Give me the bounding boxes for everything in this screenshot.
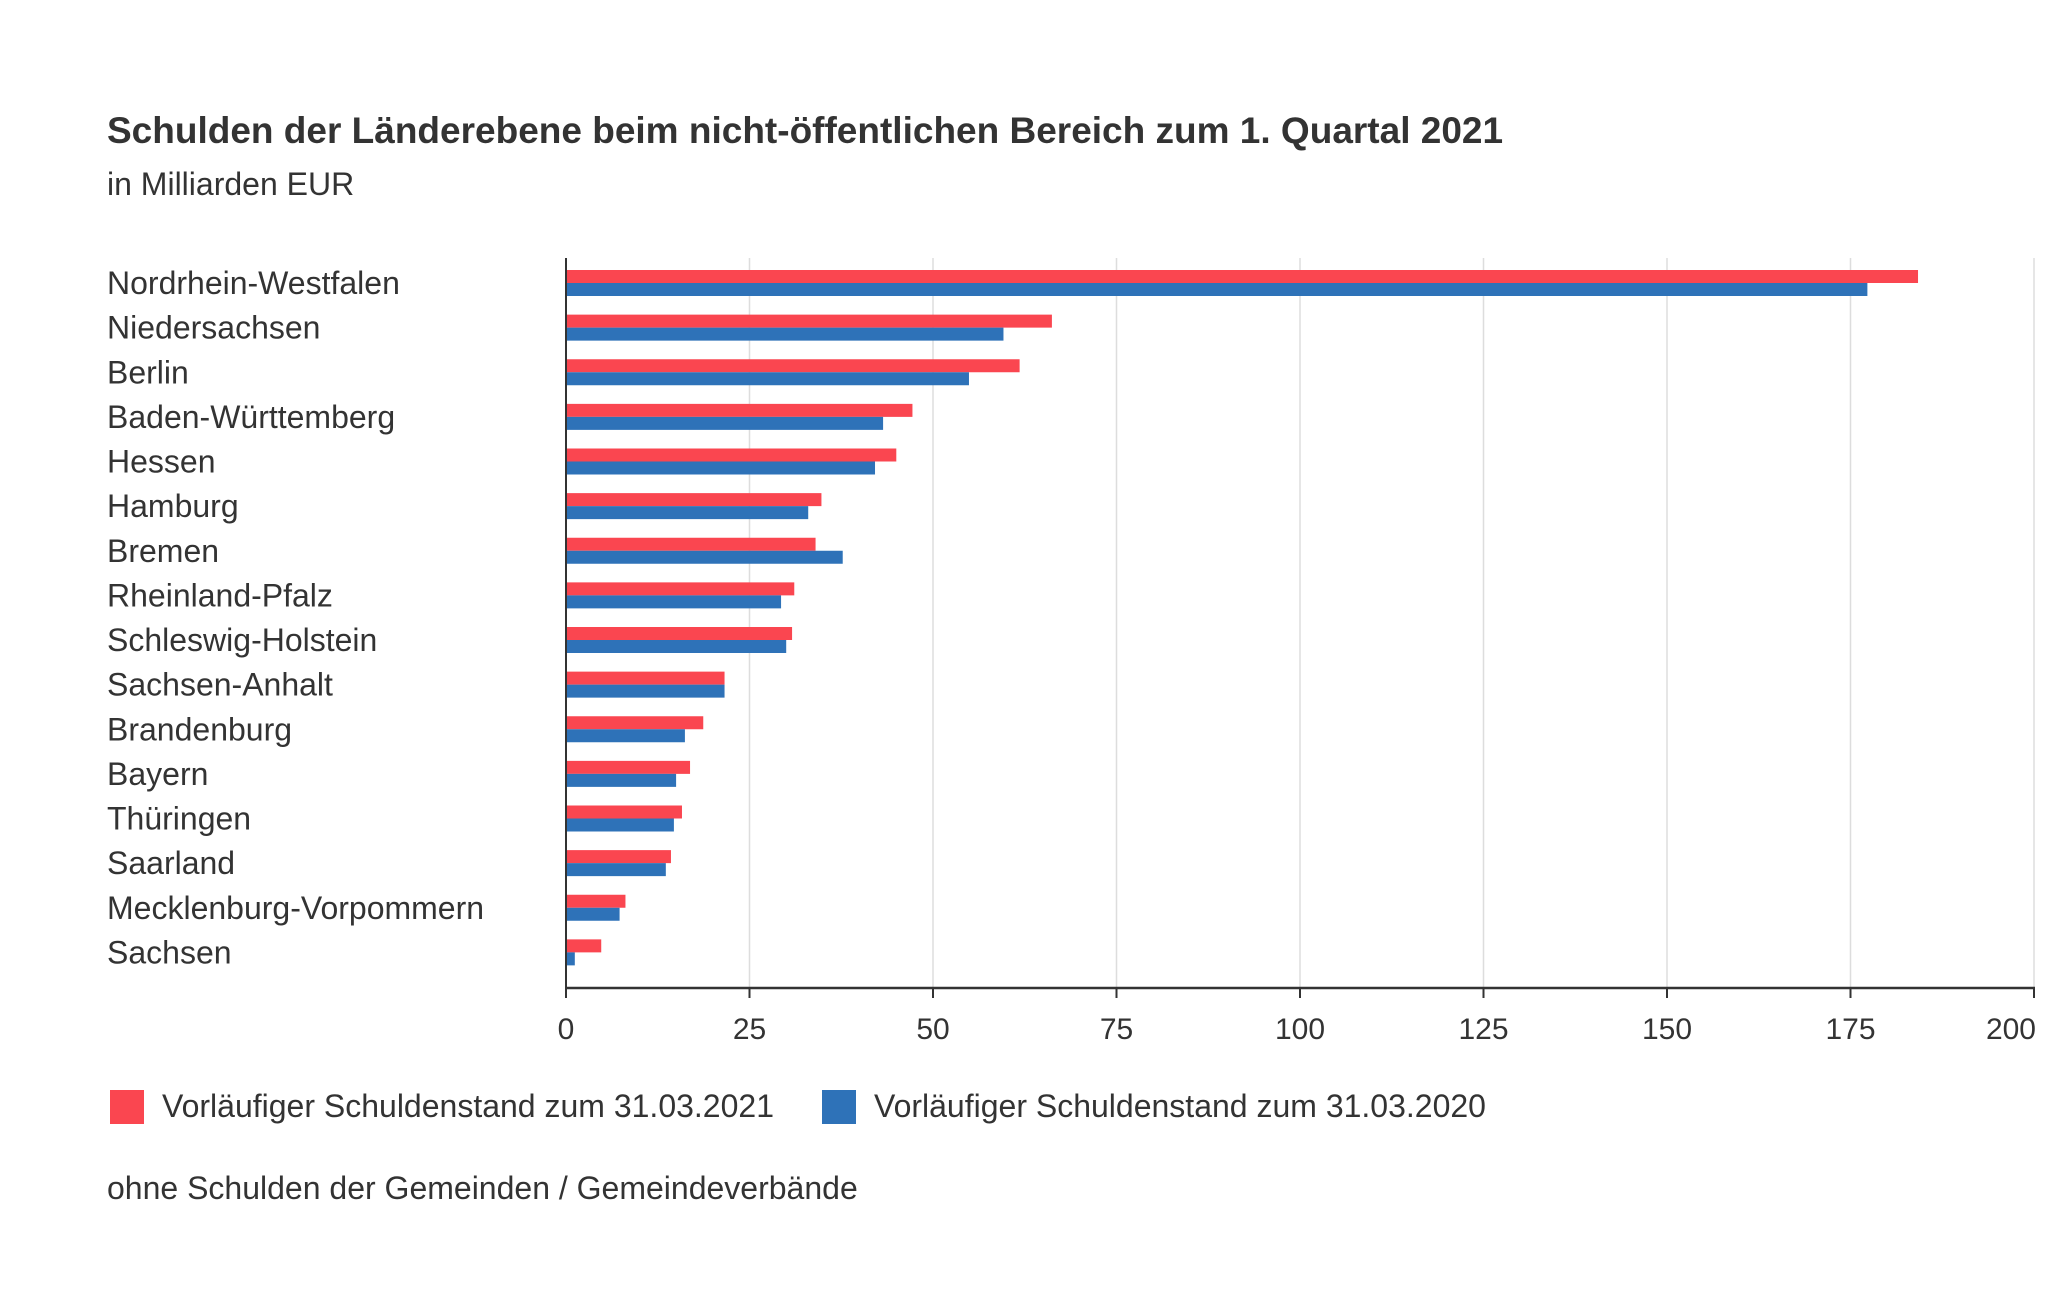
x-tick-label: 125 <box>1458 1013 1508 1046</box>
bar-2020 <box>566 461 876 475</box>
bar-2020 <box>566 773 677 787</box>
bar-2020 <box>566 372 969 386</box>
x-tick-label: 50 <box>916 1013 949 1046</box>
x-tick-label: 75 <box>1100 1013 1133 1046</box>
x-tick-label: 0 <box>558 1013 575 1046</box>
category-label: Berlin <box>107 354 189 390</box>
legend: Vorläufiger Schuldenstand zum 31.03.2021… <box>110 1088 1534 1125</box>
bar-2020 <box>566 327 1004 341</box>
x-tick-label: 100 <box>1275 1013 1325 1046</box>
category-label: Nordrhein-Westfalen <box>107 265 400 301</box>
bar-2021 <box>566 448 897 462</box>
legend-item-2021: Vorläufiger Schuldenstand zum 31.03.2021 <box>110 1088 774 1125</box>
legend-label-2020: Vorläufiger Schuldenstand zum 31.03.2020 <box>873 1088 1486 1124</box>
category-label: Thüringen <box>107 801 251 837</box>
bar-2020 <box>566 550 843 564</box>
category-label: Bremen <box>107 533 219 569</box>
category-label: Hamburg <box>107 488 239 524</box>
bar-2021 <box>566 537 816 551</box>
category-label: Baden-Württemberg <box>107 399 395 435</box>
category-label: Sachsen <box>107 934 232 970</box>
bar-2020 <box>566 283 1868 296</box>
bar-2020 <box>566 818 674 832</box>
bar-2021 <box>566 894 626 908</box>
category-label: Brandenburg <box>107 711 292 747</box>
bar-2021 <box>566 671 725 685</box>
x-tick-label: 25 <box>733 1013 766 1046</box>
x-tick-label: 200 <box>1986 1013 2036 1046</box>
bar-2020 <box>566 729 685 743</box>
bar-2021 <box>566 627 793 640</box>
footnote: ohne Schulden der Gemeinden / Gemeindeve… <box>107 1170 858 1206</box>
bar-2021 <box>566 359 1020 373</box>
bar-2021 <box>566 760 691 774</box>
category-label: Bayern <box>107 756 208 792</box>
category-label: Schleswig-Holstein <box>107 622 377 658</box>
bar-2021 <box>566 582 795 596</box>
legend-label-2021: Vorläufiger Schuldenstand zum 31.03.2021 <box>162 1088 774 1124</box>
bar-2021 <box>566 716 704 730</box>
legend-swatch-2021 <box>110 1089 144 1124</box>
category-label: Sachsen-Anhalt <box>107 667 333 703</box>
category-label: Saarland <box>107 845 235 881</box>
bar-2021 <box>566 850 671 864</box>
bar-2020 <box>566 907 620 921</box>
legend-item-2020: Vorläufiger Schuldenstand zum 31.03.2020 <box>821 1088 1486 1125</box>
category-label: Rheinland-Pfalz <box>107 577 333 613</box>
bar-2021 <box>566 403 913 417</box>
bar-2020 <box>566 863 666 877</box>
chart-subtitle: in Milliarden EUR <box>107 166 355 202</box>
category-label: Mecklenburg-Vorpommern <box>107 890 484 926</box>
bar-2020 <box>566 416 884 430</box>
legend-swatch-2020 <box>821 1089 856 1124</box>
bar-2021 <box>566 939 602 953</box>
bar-2020 <box>566 640 787 653</box>
x-tick-label: 150 <box>1642 1013 1692 1046</box>
category-label: Niedersachsen <box>107 310 320 346</box>
bar-2021 <box>566 314 1052 328</box>
x-tick-label: 175 <box>1825 1013 1875 1046</box>
bar-2020 <box>566 506 809 520</box>
bar-2020 <box>566 952 575 966</box>
category-label: Hessen <box>107 444 216 480</box>
bar-2020 <box>566 684 725 698</box>
bar-2020 <box>566 595 782 609</box>
bar-2021 <box>566 270 1919 283</box>
bar-2021 <box>566 493 822 507</box>
bar-2021 <box>566 805 682 819</box>
chart-title: Schulden der Länderebene beim nicht-öffe… <box>107 110 1504 151</box>
